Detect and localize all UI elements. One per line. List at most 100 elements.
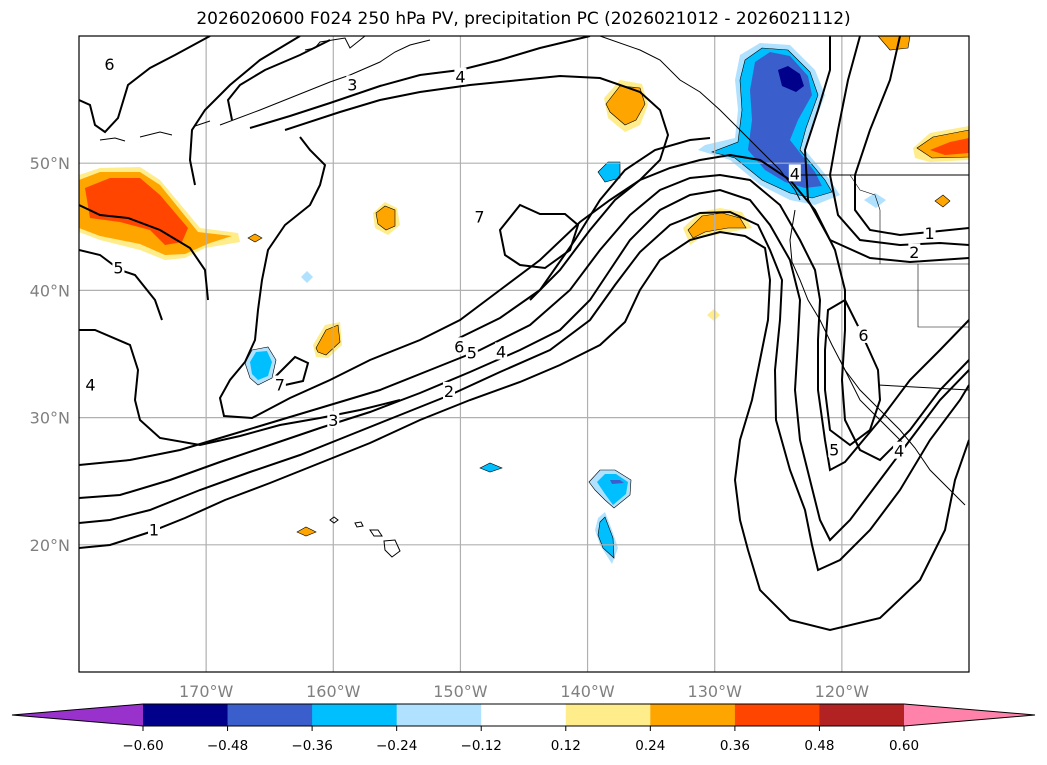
precip-blob-canada-positive-core [930,138,969,155]
contour-label-bg [908,243,921,261]
colorbar-tick-label: 0.24 [635,738,665,754]
precip-blob-goa-negative-max [778,66,804,92]
colorbar-extend-min [12,704,143,726]
contour-label-bg [465,343,478,361]
contour-label: 6 [858,326,868,345]
precip-blob-pnw-positive-core [687,212,747,239]
contour-label: 1 [149,521,159,540]
pv-contour-4-north [226,39,331,121]
contour-label-bg [327,411,340,429]
colorbar-extend-max [904,704,1035,726]
pv-contour-far-east-2 [828,36,969,247]
colorbar-tick-label: 0.48 [804,738,834,754]
coastline-baja [839,359,906,446]
colorbar-tick-label: −0.12 [461,738,502,754]
pv-contour-5-main [218,74,670,420]
pv-contour-6-east [454,137,882,447]
precip-blob-small-positive-6 [296,526,317,537]
contour-label-bg [893,441,906,459]
contour-label: 5 [113,259,123,278]
pv-contours [79,36,969,632]
pv-contour-3-north [188,36,301,186]
contour-label: 4 [85,376,95,395]
pv-contour-7-central [498,203,580,270]
lon-tick-label: 140°W [560,682,615,701]
precip-blob-subtropical-negative-2-core [597,516,615,559]
precip-blob-small-negative-bc [864,193,886,208]
map-frame [78,35,970,673]
lon-tick-label: 120°W [815,682,870,701]
pv-contour-western-5 [79,204,209,301]
contour-label: 6 [454,337,464,356]
colorbar-bin [650,704,736,726]
latitude-ticks: 50°N 40°N 30°N 20°N [30,154,70,555]
precipitation-shading [79,36,969,564]
contour-label: 2 [444,382,454,401]
border-state-lines [790,174,969,328]
pv-contour-6-west [79,36,211,134]
precip-blob-small-positive-4 [934,194,951,208]
contour-label: 6 [104,55,114,74]
contour-label: 4 [496,342,506,361]
lat-tick-label: 40°N [30,281,70,300]
colorbar-tick-label: 0.36 [720,738,750,754]
contour-label-bg [473,207,486,225]
pv-contour-1 [79,230,969,632]
chart-title: 2026020600 F024 250 hPa PV, precipitatio… [196,9,851,29]
colorbar-bin [481,704,567,726]
contour-label-bg [112,258,125,276]
lon-tick-label: 130°W [688,682,743,701]
contour-label-bg [442,381,455,399]
coastline-aleutians [99,39,431,142]
precip-blob-small-negative-3 [479,462,503,473]
contour-label: 4 [790,164,800,183]
colorbar-bin [227,704,313,726]
precip-blob-small-positive-1 [247,233,263,243]
contour-label-bg [857,325,870,343]
contour-label-bg [453,337,466,355]
pv-contour-far-east-1 [854,36,969,237]
contour-label-bg [84,375,97,393]
coastline-north-america-west [789,209,966,506]
lon-tick-label: 160°W [306,682,361,701]
colorbar-tick-label: 0.12 [551,738,581,754]
colorbar-bin [396,704,482,726]
colorbar-bin [819,704,905,726]
contour-label-bg [923,224,936,242]
precip-blob-west-positive-core [85,178,188,245]
contour-label: 3 [347,75,357,94]
precip-blob-small-negative-2 [301,271,313,283]
colorbar: −0.60 −0.48 −0.36 −0.24 −0.12 0.12 0.24 0.36 0.4… [11,703,1036,754]
contour-label-bg [454,67,467,85]
pv-contour-2 [79,210,969,572]
pv-contour-5-east [529,153,969,462]
lat-tick-label: 20°N [30,536,70,555]
contour-label: 7 [474,208,484,227]
colorbar-tick-label: 0.60 [889,738,919,754]
border-us-mexico [877,384,969,391]
precip-blob-positive-5-core [315,324,341,356]
colorbar-tick-label: −0.48 [207,738,248,754]
precip-blob-top-right-positive [877,36,911,51]
lat-tick-label: 50°N [30,154,70,173]
contour-label-bg [788,164,801,182]
precip-blob-small-positive-3 [707,309,720,321]
colorbar-tick-label: −0.60 [122,738,163,754]
gridlines [79,36,969,672]
colorbar-bin [734,704,820,726]
lon-tick-label: 150°W [433,682,488,701]
pv-contour-far-east-3 [803,36,969,264]
contour-label: 1 [924,224,934,243]
pv-contour-4-main [249,36,591,129]
precip-blob-subtropical-negative-1-max [610,480,624,484]
contour-label: 5 [467,344,477,363]
pv-contour-4 [79,173,969,472]
colorbar-tick-label: −0.24 [376,738,417,754]
pv-contour-west-loop-4 [79,329,401,447]
contour-label: 2 [909,243,919,262]
contour-label-bg [273,375,286,393]
colorbar-tick-label: −0.36 [291,738,332,754]
contour-label: 7 [275,376,285,395]
contour-label: 5 [829,440,839,459]
